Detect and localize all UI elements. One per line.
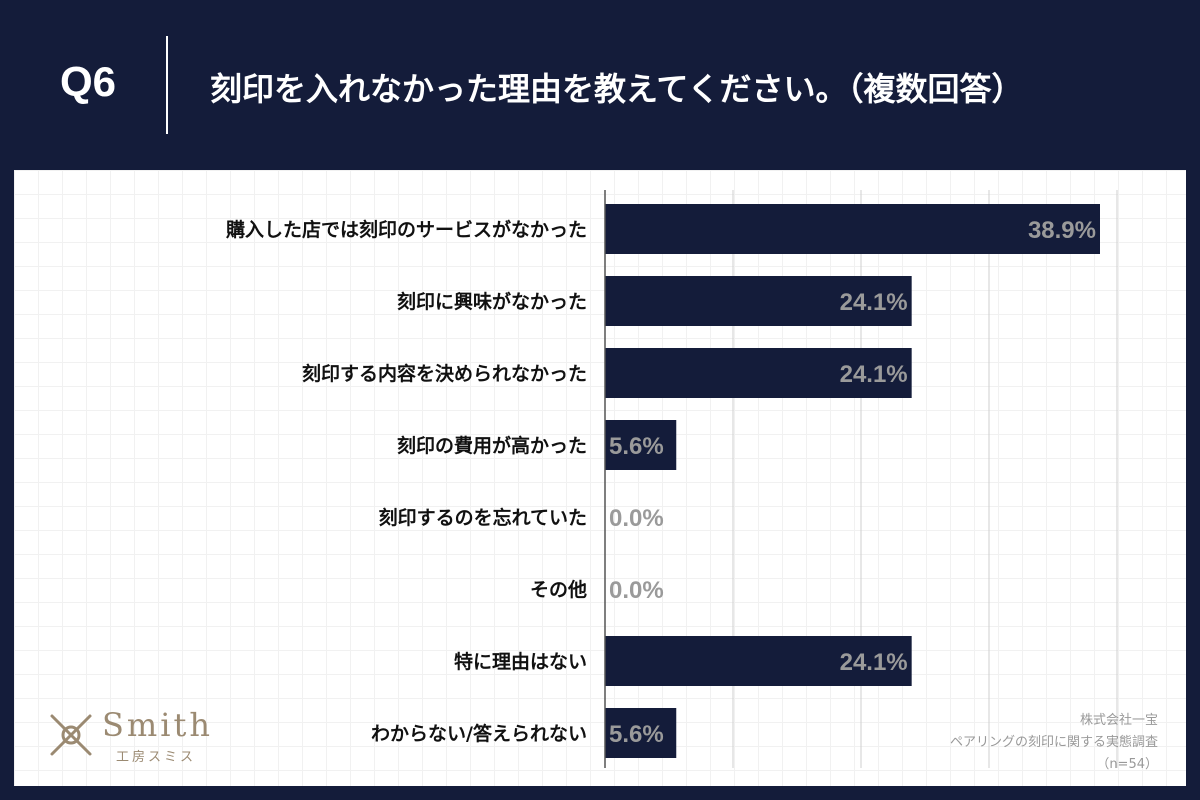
category-label: 刻印に興味がなかった [397, 290, 587, 313]
source-sample: （n=54） [1096, 757, 1158, 772]
category-label: わからない/答えられない [371, 722, 587, 745]
category-label: 特に理由はない [454, 650, 587, 673]
ring-tools-icon [50, 714, 92, 756]
smith-logo: Smith 工房スミス [46, 706, 236, 766]
category-label: 刻印する内容を決められなかった [302, 362, 587, 385]
chart-panel: 購入した店では刻印のサービスがなかった 38.9% 刻印に興味がなかった 24.1% 刻… [14, 170, 1186, 786]
bar [605, 420, 677, 470]
header-divider [166, 36, 168, 134]
source-note: 株式会社一宝 ペアリングの刻印に関する実態調査 （n=54） [950, 710, 1158, 776]
source-company: 株式会社一宝 [1079, 713, 1158, 728]
category-label: 刻印の費用が高かった [397, 434, 587, 457]
category-label: その他 [530, 578, 587, 601]
bar [605, 348, 912, 398]
value-label: 0.0% [609, 577, 664, 604]
logo-subtitle: 工房スミス [116, 750, 197, 765]
value-label: 5.6% [609, 433, 664, 460]
question-title: 刻印を入れなかった理由を教えてください。（複数回答） [210, 70, 1024, 108]
header: Q6 刻印を入れなかった理由を教えてください。（複数回答） [0, 0, 1200, 170]
bar [605, 204, 1100, 254]
bar [605, 276, 912, 326]
value-label: 24.1% [840, 649, 908, 676]
value-label: 24.1% [840, 289, 908, 316]
value-label: 5.6% [609, 721, 664, 748]
bar [605, 636, 912, 686]
source-survey: ペアリングの刻印に関する実態調査 [949, 735, 1158, 750]
value-label: 0.0% [609, 505, 664, 532]
category-label: 購入した店では刻印のサービスがなかった [226, 218, 587, 241]
bar-chart: 購入した店では刻印のサービスがなかった 38.9% 刻印に興味がなかった 24.1% 刻… [226, 190, 1118, 768]
bar [605, 708, 677, 758]
category-label: 刻印するのを忘れていた [379, 506, 587, 529]
logo-name: Smith [102, 706, 213, 744]
value-label: 38.9% [1028, 217, 1096, 244]
value-label: 24.1% [840, 361, 908, 388]
question-number: Q6 [60, 58, 117, 105]
